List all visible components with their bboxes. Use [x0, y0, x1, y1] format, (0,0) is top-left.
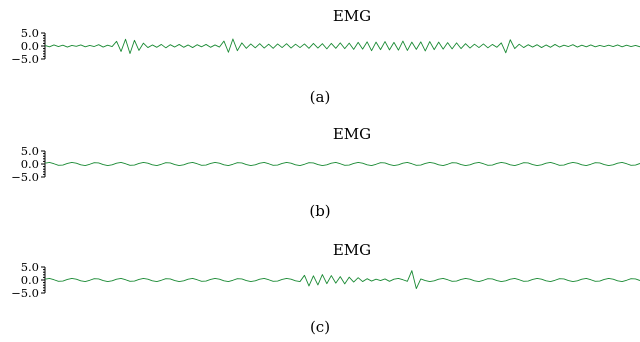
panel-title: EMG	[333, 241, 371, 259]
y-tick-label: 5.0	[21, 26, 39, 40]
y-tick-label: 5.0	[21, 260, 39, 274]
emg-signal-line	[44, 38, 640, 54]
panel-title: EMG	[333, 125, 371, 143]
y-tick-label: 0.0	[21, 273, 39, 287]
y-tick-label: −5.0	[11, 52, 39, 66]
emg-trace	[44, 270, 640, 290]
y-tick-label: −5.0	[11, 286, 39, 300]
y-tick-label: 5.0	[21, 144, 39, 158]
y-axis: 5.00.0−5.0	[11, 26, 46, 66]
emg-panel-a: EMG 5.00.0−5.0	[11, 7, 640, 66]
y-axis: 5.00.0−5.0	[11, 260, 46, 300]
panel-label-b: (b)	[309, 202, 331, 220]
emg-signal-line	[44, 161, 640, 167]
y-tick-label: 0.0	[21, 39, 39, 53]
y-tick-label: 0.0	[21, 157, 39, 171]
emg-panel-b: EMG 5.00.0−5.0	[11, 125, 640, 184]
panel-label-c: (c)	[309, 318, 331, 336]
panel-label-a: (a)	[309, 88, 331, 106]
emg-trace	[44, 161, 640, 167]
emg-panel-c: EMG 5.00.0−5.0	[11, 241, 640, 300]
panel-title: EMG	[333, 7, 371, 25]
emg-signal-line	[44, 270, 640, 290]
emg-trace	[44, 38, 640, 54]
y-tick-label: −5.0	[11, 170, 39, 184]
y-axis: 5.00.0−5.0	[11, 144, 46, 184]
